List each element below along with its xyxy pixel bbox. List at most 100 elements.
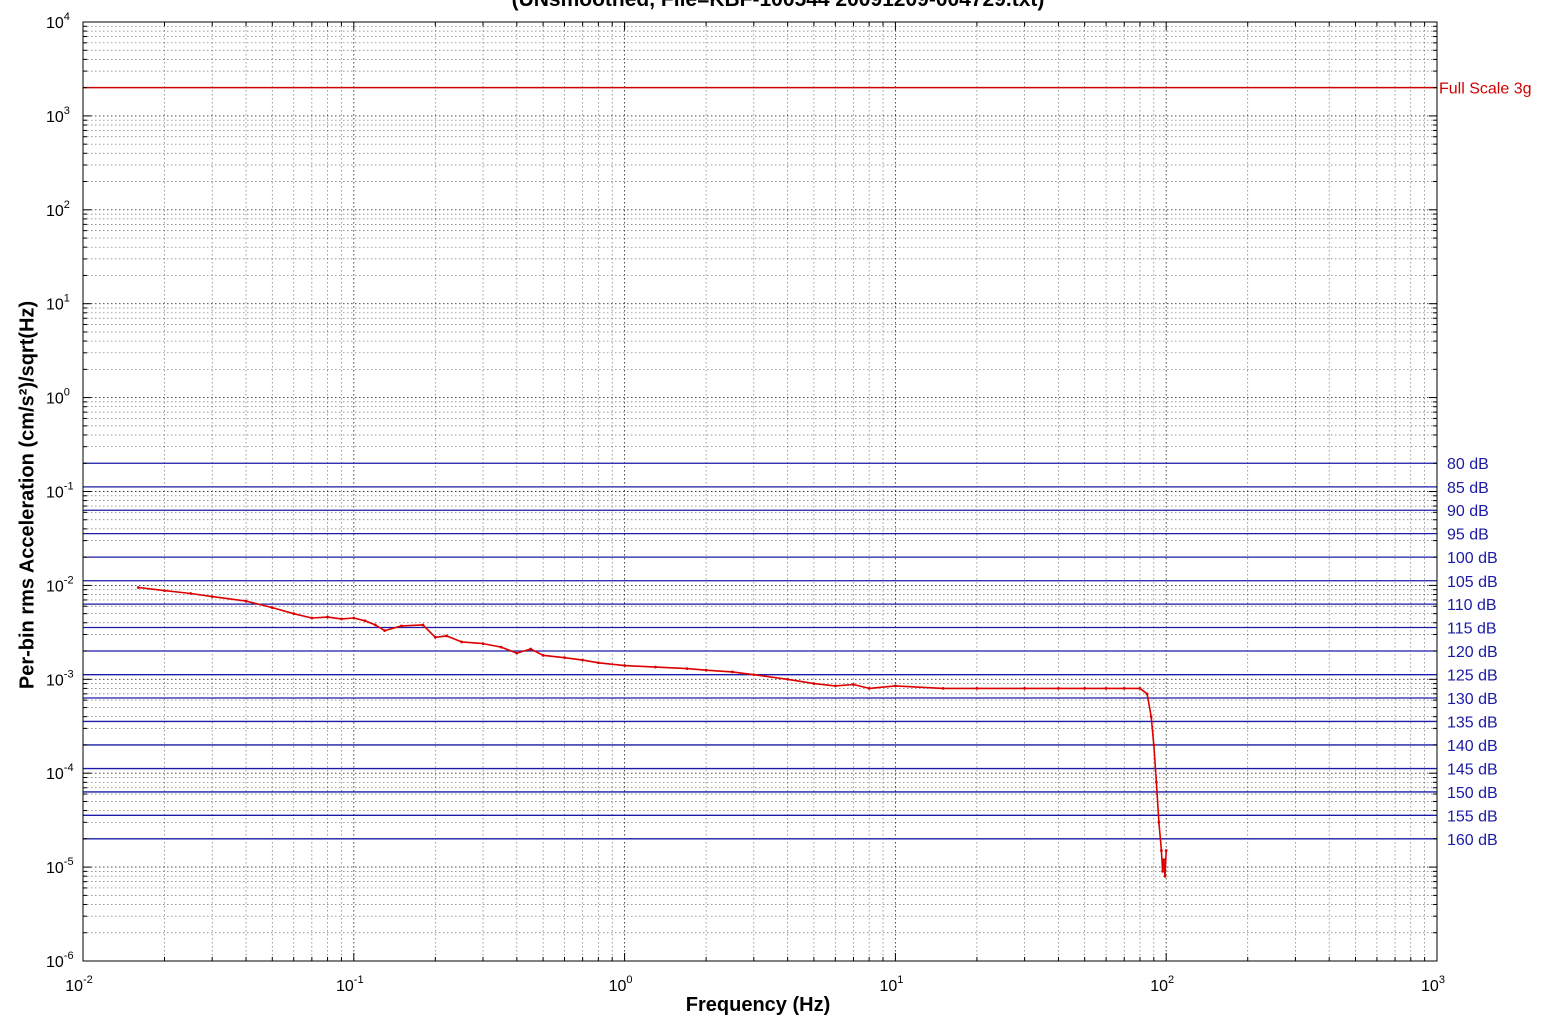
spectrum-point bbox=[752, 673, 756, 677]
full-scale-label: Full Scale 3g bbox=[1439, 81, 1532, 98]
spectrum-point bbox=[292, 612, 296, 616]
x-tick-label: 101 bbox=[879, 974, 903, 995]
x-axis-label: Frequency (Hz) bbox=[685, 994, 831, 1016]
reference-line-label: 85 dB bbox=[1447, 480, 1489, 497]
reference-line-label: 155 dB bbox=[1447, 808, 1498, 825]
y-tick-label: 104 bbox=[46, 11, 70, 32]
spectrum-point bbox=[581, 658, 585, 662]
spectrum-point bbox=[310, 616, 314, 620]
spectrum-point bbox=[1162, 858, 1166, 862]
spectrum-point bbox=[975, 686, 979, 690]
reference-line-label: 115 dB bbox=[1447, 621, 1497, 638]
spectrum-point bbox=[1083, 686, 1087, 690]
spectrum-point bbox=[244, 599, 248, 603]
reference-line-label: 80 dB bbox=[1447, 456, 1489, 473]
reference-line-label: 100 dB bbox=[1447, 550, 1498, 567]
y-tick-label: 10-4 bbox=[46, 762, 74, 783]
y-tick-label: 10-3 bbox=[46, 668, 74, 689]
spectrum-point bbox=[1104, 686, 1108, 690]
axis-ticks bbox=[82, 21, 1438, 962]
spectrum-point bbox=[1023, 686, 1027, 690]
y-tick-label: 10-1 bbox=[46, 481, 74, 502]
spectrum-point bbox=[730, 670, 734, 674]
spectrum-point bbox=[373, 623, 377, 627]
spectrum-point bbox=[833, 684, 837, 688]
spectrum-point bbox=[786, 677, 790, 681]
spectrum-point bbox=[326, 615, 329, 619]
spectrum-point bbox=[685, 667, 689, 671]
series-layer bbox=[136, 586, 1168, 878]
spectrum-point bbox=[1161, 869, 1165, 873]
spectrum-point bbox=[867, 686, 871, 690]
spectrum-point bbox=[812, 682, 816, 685]
y-tick-label: 100 bbox=[46, 387, 70, 408]
reference-line-label: 130 dB bbox=[1447, 691, 1498, 708]
spectrum-point bbox=[941, 686, 945, 690]
spectrum-point bbox=[1157, 820, 1161, 824]
reference-line-label: 125 dB bbox=[1447, 668, 1498, 685]
reference-line-label: 145 dB bbox=[1447, 762, 1498, 779]
spectrum-point bbox=[852, 683, 855, 686]
reference-line-label: 95 dB bbox=[1447, 527, 1489, 544]
x-tick-label: 102 bbox=[1150, 974, 1174, 995]
spectrum-point bbox=[1122, 686, 1126, 690]
spectrum-point bbox=[704, 668, 708, 672]
reference-line-label: 140 dB bbox=[1447, 738, 1498, 755]
x-tick-label: 10-2 bbox=[65, 974, 93, 995]
y-tick-label: 10-2 bbox=[46, 574, 74, 595]
spectrum-point bbox=[400, 624, 403, 628]
reference-line-label: 105 dB bbox=[1447, 574, 1498, 591]
y-tick-label: 103 bbox=[46, 105, 70, 126]
reference-line-label: 90 dB bbox=[1447, 503, 1489, 520]
reference-lines bbox=[83, 462, 1437, 840]
y-tick-label: 10-5 bbox=[46, 856, 74, 877]
spectrum-point bbox=[270, 606, 274, 610]
spectrum-point bbox=[596, 661, 600, 665]
x-tick-labels: 10-2 10-1 100 101 102 103 bbox=[65, 974, 1445, 995]
spectrum-point bbox=[1163, 874, 1167, 878]
spectrum-point bbox=[1149, 715, 1153, 719]
spectrum-point bbox=[460, 640, 463, 644]
spectrum-point bbox=[136, 586, 140, 589]
spectrum-point bbox=[189, 592, 193, 595]
spectrum-point bbox=[1164, 849, 1168, 852]
spectrum-point bbox=[352, 616, 356, 620]
spectrum-point bbox=[1159, 849, 1163, 852]
reference-line-label: 120 dB bbox=[1447, 644, 1498, 661]
reference-line-label: 110 dB bbox=[1447, 597, 1497, 614]
spectrum-point bbox=[1057, 686, 1060, 690]
spectrum-point bbox=[163, 589, 166, 593]
y-tick-label: 101 bbox=[46, 293, 70, 314]
spectrum-point bbox=[515, 651, 519, 655]
reference-line-label: 160 dB bbox=[1447, 832, 1498, 849]
spectrum-point bbox=[1154, 780, 1158, 784]
x-tick-label: 10-1 bbox=[336, 974, 364, 995]
spectrum-point bbox=[433, 635, 437, 639]
y-tick-label: 102 bbox=[46, 199, 70, 220]
spectrum-point bbox=[445, 634, 448, 638]
spectrum-point bbox=[894, 684, 897, 688]
spectrum-point bbox=[421, 623, 425, 627]
spectrum-point bbox=[541, 653, 545, 657]
spectrum-point bbox=[654, 665, 657, 669]
spectrum-point bbox=[1152, 743, 1156, 747]
spectrum-point bbox=[623, 664, 626, 667]
reference-line-label: 150 dB bbox=[1447, 785, 1498, 802]
x-tick-label: 100 bbox=[609, 974, 633, 995]
reference-line-label: 135 dB bbox=[1447, 714, 1498, 731]
y-tick-label: 10-6 bbox=[46, 950, 74, 971]
spectrum-point bbox=[1138, 686, 1142, 690]
spectrum-point bbox=[529, 647, 533, 651]
spectrum-point bbox=[363, 619, 367, 623]
spectrum-point bbox=[1145, 692, 1149, 696]
x-tick-label: 103 bbox=[1421, 974, 1445, 995]
spectrum-point bbox=[481, 642, 485, 645]
chart-title: (UNsmoothed, File=KBF-100544 20091209-00… bbox=[0, 0, 1556, 12]
spectrum-point bbox=[210, 595, 214, 598]
spectrum-point bbox=[340, 617, 343, 621]
y-axis-label: Per-bin rms Acceleration (cm/s²)/sqrt(Hz… bbox=[16, 300, 39, 690]
spectrum-point bbox=[499, 645, 503, 649]
spectrum-point bbox=[563, 656, 566, 660]
reference-line-labels: 80 dB 85 dB 90 dB 95 dB 100 dB 105 dB 110 dB 11… bbox=[1439, 81, 1532, 849]
